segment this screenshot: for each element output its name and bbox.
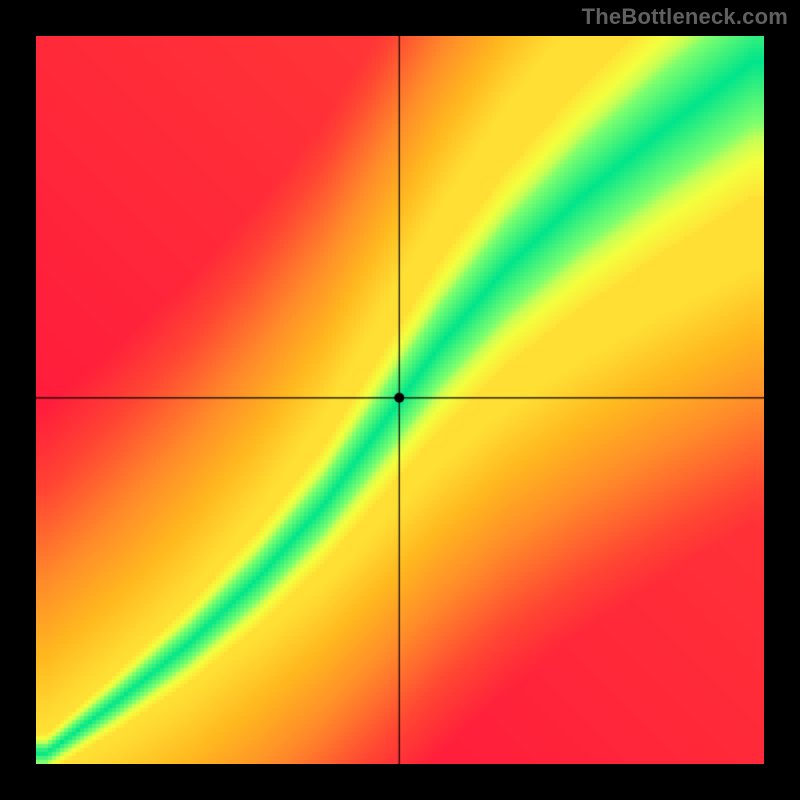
watermark-label: TheBottleneck.com (582, 4, 788, 30)
bottleneck-heatmap (36, 36, 764, 764)
figure-root: TheBottleneck.com (0, 0, 800, 800)
